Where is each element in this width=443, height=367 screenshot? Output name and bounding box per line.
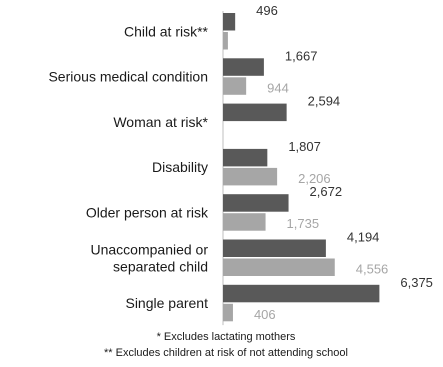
category-label-line: Single parent [125,295,208,311]
category-labels: Child at risk** Serious medical condition… [48,23,209,311]
category-label-line: Woman at risk* [113,114,208,130]
value-label-series-2: 1,735 [287,216,320,231]
value-label-series-2: 4,556 [356,262,389,277]
bar-series-1 [223,284,380,303]
bar-series-2 [223,303,233,322]
bar-series-1 [223,148,268,167]
category-label-line: Disability [152,159,208,175]
value-label-series-1: 496 [256,3,278,18]
value-label-series-1: 6,375 [400,275,433,290]
category-label: Woman at risk* [113,114,208,130]
category-label: Older person at risk [86,204,209,220]
footnote-school: ** Excludes children at risk of not atte… [104,347,348,359]
category-label-line: Older person at risk [86,204,209,220]
bar-series-2 [223,167,278,186]
bar-series-2 [223,258,335,276]
bar-series-2 [223,213,266,231]
value-label-series-1: 1,667 [285,48,318,63]
bar-series-1 [223,58,264,76]
category-label-line: separated child [113,258,208,274]
footnote-lactating: * Excludes lactating mothers [157,331,296,343]
category-label: Unaccompanied or separated child [90,241,208,274]
category-label: Child at risk** [124,23,209,39]
value-label-series-2: 406 [254,307,276,322]
value-label-series-1: 2,672 [310,184,343,199]
category-label-line: Child at risk** [124,23,209,39]
category-label: Single parent [125,295,208,311]
bar-series-2 [223,32,228,50]
bar-series-2 [223,77,247,95]
bar-series-1 [223,103,287,122]
bars [223,13,380,322]
value-label-series-2: 944 [267,80,289,95]
bar-series-1 [223,239,326,257]
category-label-line: Unaccompanied or [90,241,208,257]
value-label-series-1: 4,194 [347,230,380,245]
value-label-series-1: 2,594 [308,94,341,109]
category-label: Serious medical condition [48,69,208,85]
category-label-line: Serious medical condition [48,69,208,85]
value-label-series-2: 2,206 [298,171,331,186]
bar-series-1 [223,194,289,212]
bar-series-1 [223,13,236,31]
value-label-series-1: 1,807 [288,139,321,154]
category-label: Disability [152,159,208,175]
